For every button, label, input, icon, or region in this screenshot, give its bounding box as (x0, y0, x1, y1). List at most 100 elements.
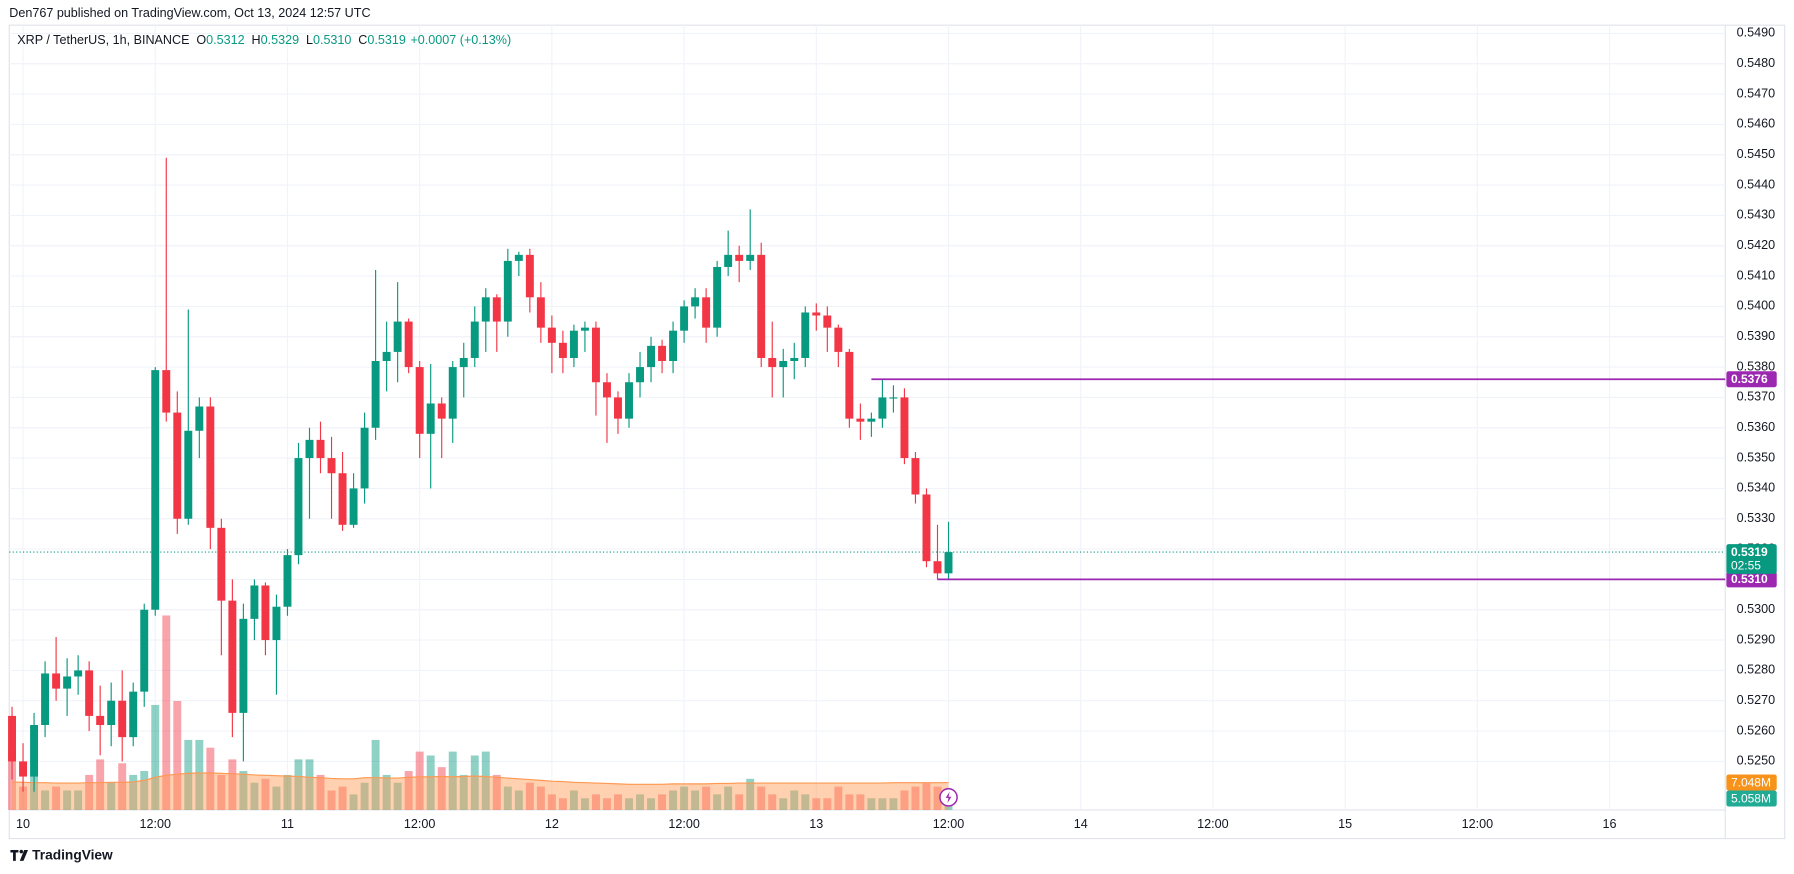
candle-body (173, 412, 182, 519)
candle-body (437, 403, 446, 419)
volume-bar (867, 798, 876, 810)
candle-body (911, 458, 920, 495)
candle-body (349, 488, 358, 525)
y-tick-label: 0.5300 (1737, 602, 1775, 616)
y-tick-label: 0.5460 (1737, 117, 1775, 131)
volume-bar (492, 774, 501, 810)
candle-body (162, 370, 171, 413)
candle-body (591, 327, 600, 383)
candle-body (19, 761, 28, 777)
volume-bar (305, 759, 314, 810)
candle-body (261, 585, 270, 641)
logo-icon (10, 849, 29, 861)
candle-body (768, 357, 777, 368)
volume-bar (580, 798, 589, 810)
candle-body (801, 312, 810, 358)
candle-body (404, 321, 413, 368)
volume-bar (691, 790, 700, 810)
x-tick-label: 14 (1074, 817, 1088, 831)
volume-bar (702, 786, 711, 810)
level-tag (1726, 371, 1777, 388)
volume-bar (779, 798, 788, 810)
x-tick-label: 13 (809, 817, 823, 831)
plot (8, 157, 1726, 792)
volume-bar (459, 774, 468, 810)
volume-bar (349, 794, 358, 810)
candle-body (746, 254, 755, 261)
symbol-legend: XRP / TetherUS, 1h, BINANCE O0.5312 H0.532… (17, 34, 511, 48)
candle-body (470, 321, 479, 358)
volume-bar (250, 782, 259, 810)
level-tag-label: 0.5310 (1731, 572, 1768, 586)
volume-bar (338, 786, 347, 810)
volume-bar (151, 704, 160, 810)
volume-bar (547, 794, 556, 810)
y-tick-label: 0.5340 (1737, 481, 1775, 495)
volume-bar (19, 786, 28, 810)
candle-body (569, 330, 578, 358)
volume-bar (569, 790, 578, 810)
x-tick-label: 12:00 (404, 817, 435, 831)
candle-body (228, 600, 237, 713)
candle-body (944, 552, 953, 574)
volume-bar (724, 786, 733, 810)
volume-bar (283, 774, 292, 810)
volume-bar (757, 786, 766, 810)
candle-body (845, 351, 854, 419)
y-tick-label: 0.5350 (1737, 450, 1775, 464)
candle-body (217, 527, 226, 601)
legend-key: H (252, 34, 261, 48)
volume-bar (195, 739, 204, 810)
candle-body (536, 297, 545, 328)
candle-body (580, 327, 589, 331)
volume-bar (481, 751, 490, 810)
volume-bar (74, 790, 83, 810)
volume-bar (206, 747, 215, 810)
volume-bar (658, 794, 667, 810)
candle-body (878, 397, 887, 419)
legend-key: L (306, 34, 313, 48)
y-tick-label: 0.5270 (1737, 693, 1775, 707)
volume-bar (228, 759, 237, 810)
volume-bar (900, 790, 909, 810)
volume-bar (768, 794, 777, 810)
x-tick-label: 12:00 (668, 817, 699, 831)
volume-bar (812, 798, 821, 810)
volume-tag (1726, 790, 1777, 807)
price-tag (1726, 544, 1777, 574)
volume-bar (614, 794, 622, 810)
candle-body (8, 715, 16, 762)
volume-bar (625, 798, 633, 810)
candle-body (338, 473, 347, 525)
candle-body (195, 406, 204, 431)
candle-body (415, 367, 424, 434)
volume-ma-tag-label: 7.048M (1731, 775, 1771, 789)
volume-bar (239, 771, 248, 810)
legend-key: C (358, 34, 367, 48)
level-tag-label: 0.5376 (1731, 372, 1768, 386)
volume-bar (30, 774, 39, 810)
volume-bar (85, 774, 94, 810)
volume-bar (129, 774, 138, 810)
y-tick-label: 0.5260 (1737, 723, 1775, 737)
volume-bar (823, 798, 832, 810)
x-tick-label: 12:00 (933, 817, 964, 831)
volume-bar (878, 798, 887, 810)
x-tick-label: 12:00 (140, 817, 171, 831)
candle-body (691, 297, 700, 307)
volume-pane (8, 615, 953, 810)
legend-value: 0.5312 (206, 34, 244, 48)
volume-bar (735, 794, 744, 810)
volume-bar (448, 751, 457, 810)
candle-body (933, 561, 942, 574)
volume-bar (713, 794, 722, 810)
volume-bar (591, 794, 600, 810)
volume-bar (636, 794, 644, 810)
candle-body (206, 406, 215, 528)
y-tick-label: 0.5480 (1737, 56, 1775, 70)
candle-body (294, 458, 303, 556)
symbol: XRP / TetherUS, 1h, BINANCE (17, 34, 189, 48)
y-tick-label: 0.5400 (1737, 299, 1775, 313)
y-tick-label: 0.5470 (1737, 86, 1775, 100)
realtime-icon (939, 788, 958, 807)
